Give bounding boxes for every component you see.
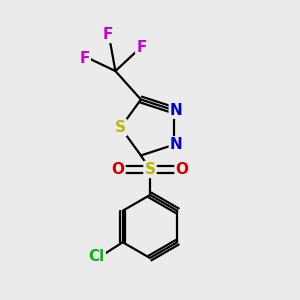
Text: N: N bbox=[170, 137, 183, 152]
Text: F: F bbox=[136, 40, 147, 55]
Text: N: N bbox=[170, 103, 183, 118]
Text: F: F bbox=[79, 51, 90, 66]
Text: O: O bbox=[176, 162, 189, 177]
Text: F: F bbox=[103, 27, 113, 42]
Text: S: S bbox=[115, 120, 126, 135]
Text: Cl: Cl bbox=[88, 249, 105, 264]
Text: O: O bbox=[111, 162, 124, 177]
Text: S: S bbox=[145, 162, 155, 177]
